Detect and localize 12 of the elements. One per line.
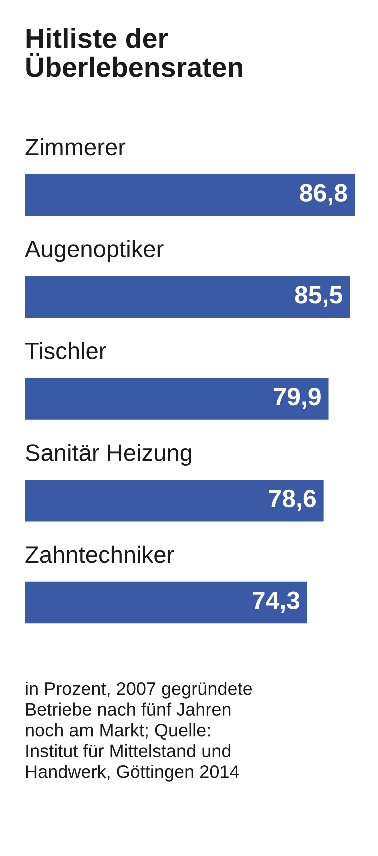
y-tick-label: Zahntechniker xyxy=(26,546,174,564)
data-label: 74,3 xyxy=(252,592,300,614)
y-tick-label: Augenoptiker xyxy=(25,240,164,262)
y-tick-label: Zimmerer xyxy=(26,138,126,156)
data-label: 79,9 xyxy=(274,388,321,410)
chart-title: Hitliste der Überlebensraten xyxy=(26,28,242,78)
y-tick-label: Sanitär Heizung xyxy=(26,444,192,466)
data-label: 85,5 xyxy=(295,286,342,308)
text: in Prozent, 2007 gegründete Betriebe nach fünf Jahren noch am Markt; Quelle: Institut für Mittelstand und Handwerk, Göttingen 2014 xyxy=(26,682,252,782)
data-label: 86,8 xyxy=(300,184,348,206)
y-tick-label: Tischler xyxy=(26,342,106,360)
data-label: 78,6 xyxy=(269,490,316,512)
